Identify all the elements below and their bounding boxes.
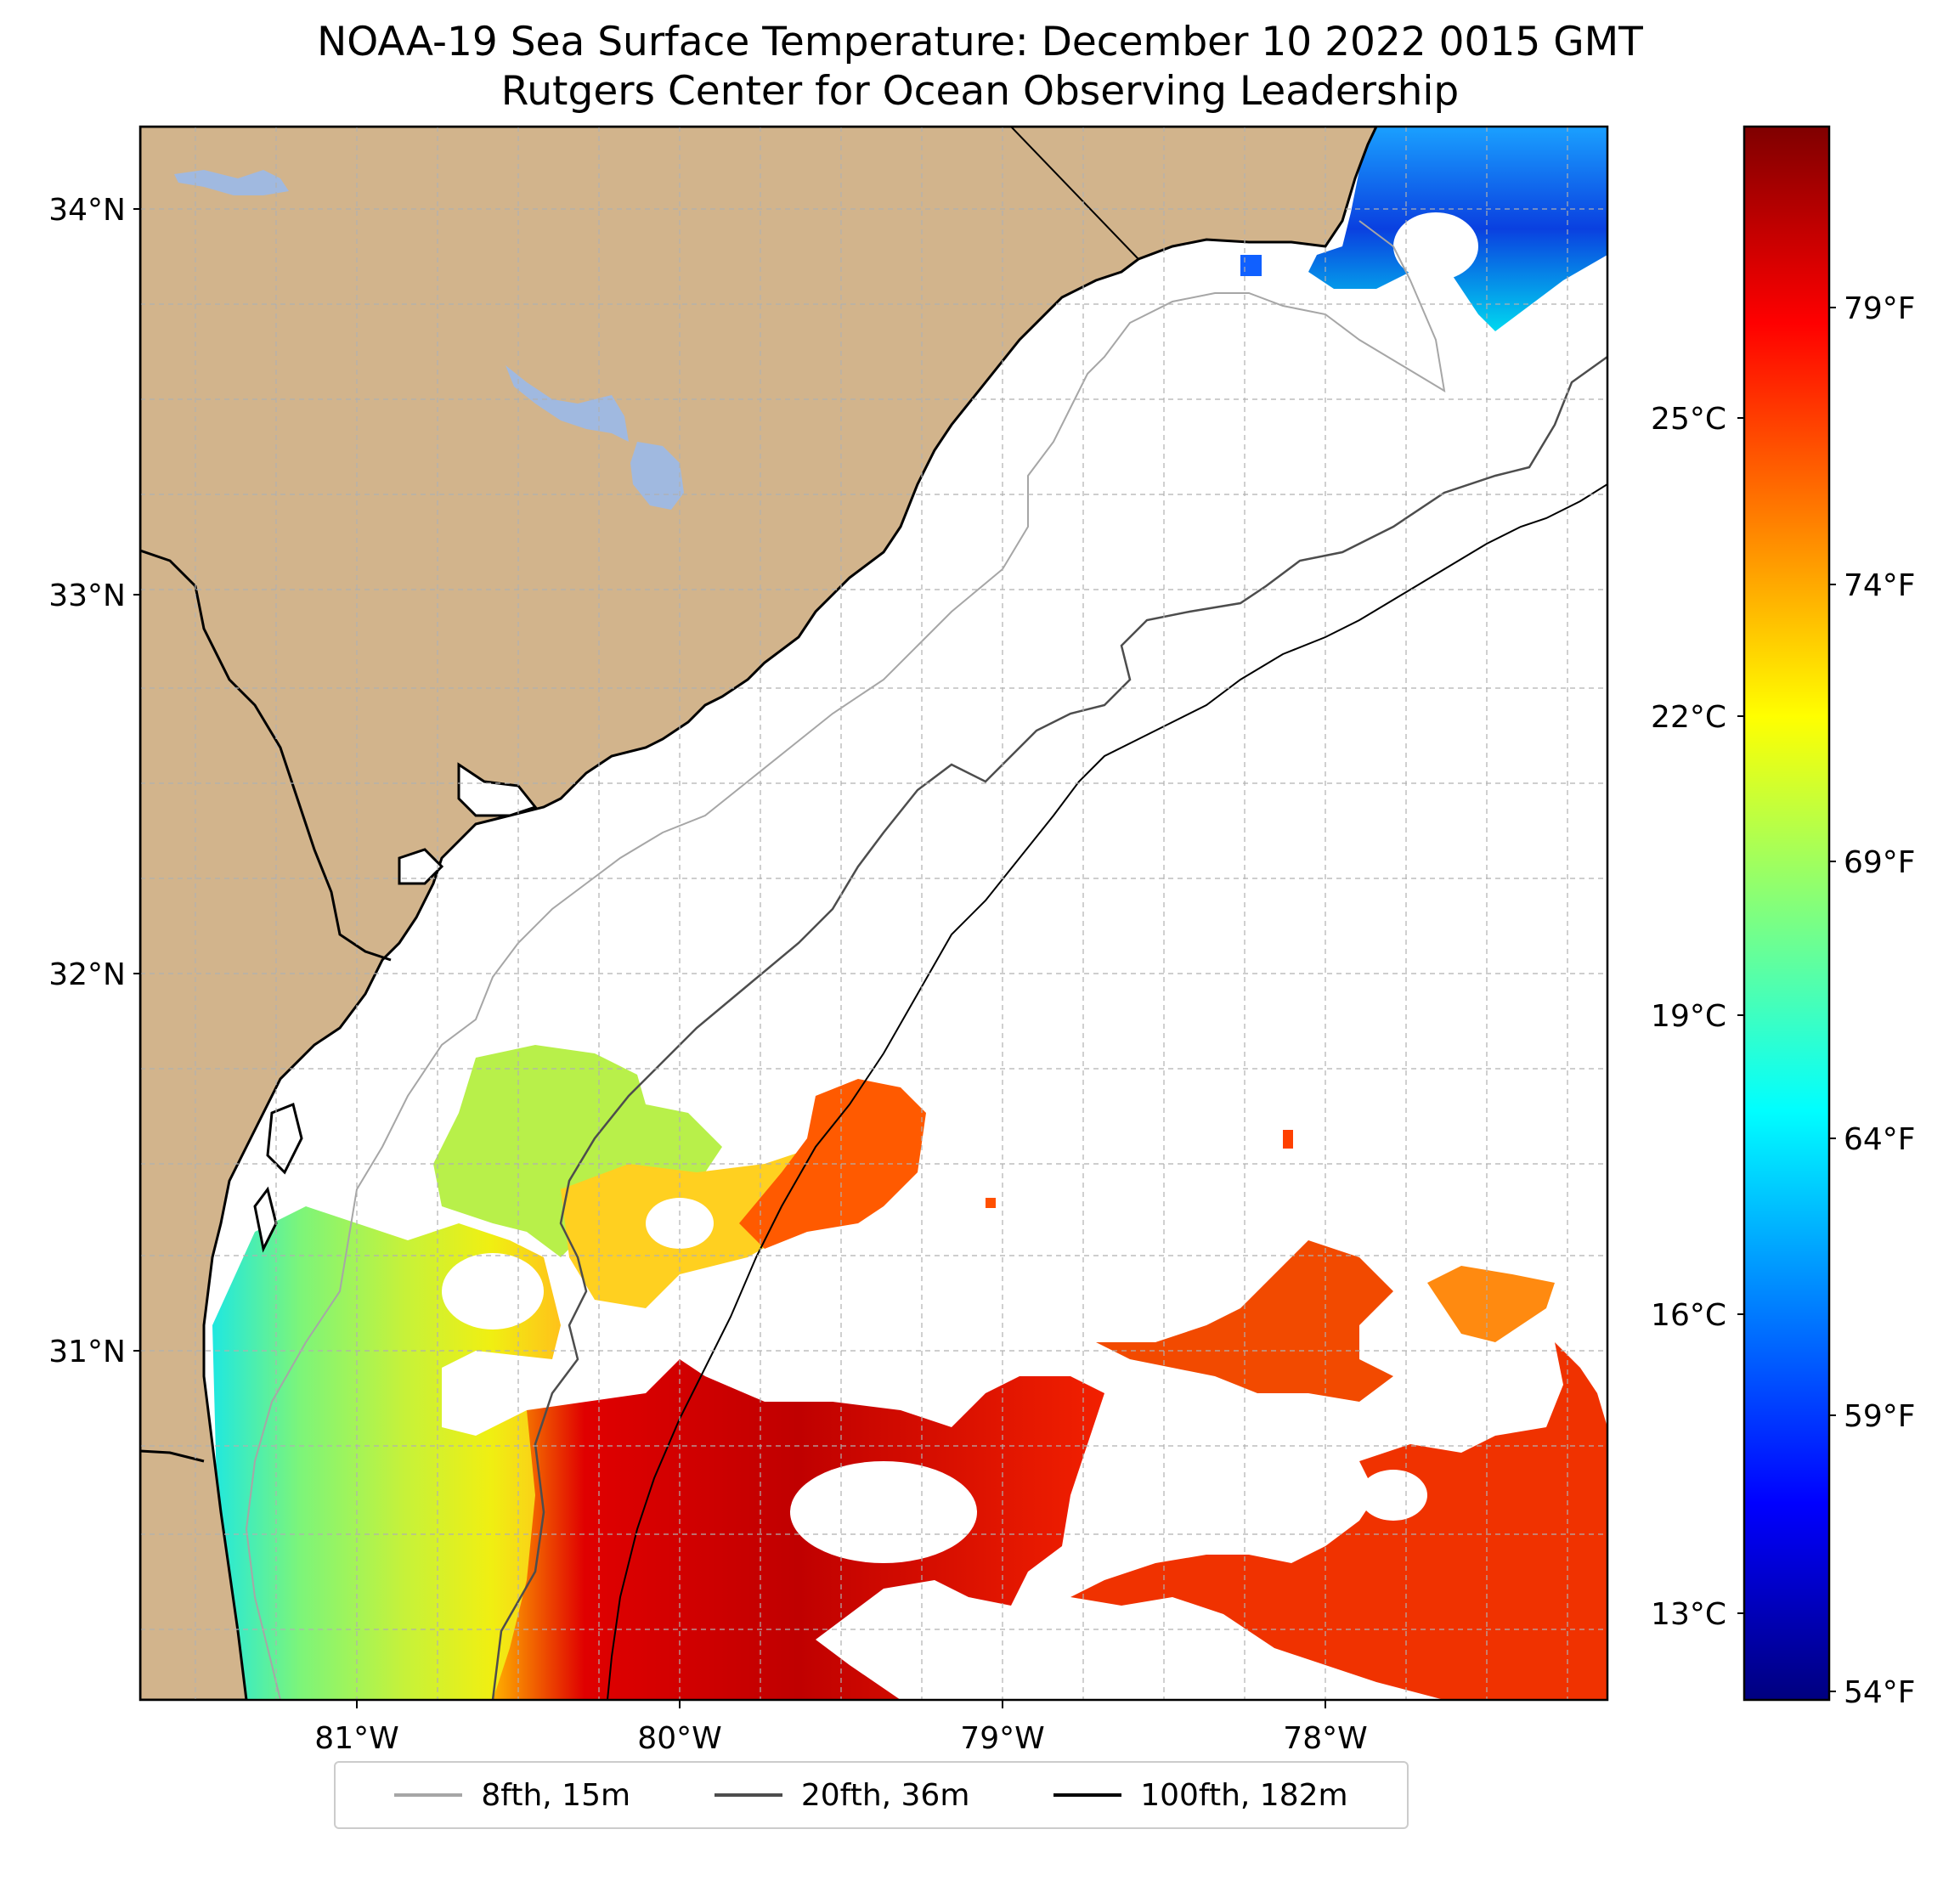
colorbar-gradient [1743, 125, 1831, 1702]
colorbar-celsius-label: 16°C [1651, 1298, 1726, 1333]
sst-patch-east-3 [1427, 1266, 1555, 1342]
isobath-36m [491, 355, 1607, 1700]
legend-label: 8fth, 15m [481, 1777, 631, 1813]
sst-gap [926, 1240, 1028, 1308]
legend-swatch [394, 1793, 463, 1797]
lat-axis: 34°N 33°N 32°N 31°N [48, 193, 140, 1369]
legend-item-15m: 8fth, 15m [394, 1778, 630, 1813]
gridlines [140, 127, 1607, 1700]
colorbar-celsius-label: 25°C [1651, 402, 1726, 437]
colorbar-fahrenheit-label: 74°F [1844, 568, 1916, 603]
plot-frame [138, 125, 1609, 1702]
sst-gap [1393, 212, 1478, 280]
colorbar-fahrenheit-label: 59°F [1844, 1399, 1916, 1434]
colorbar-celsius-label: 13°C [1651, 1597, 1726, 1632]
legend-swatch [714, 1793, 782, 1797]
lon-label: 81°W [314, 1721, 398, 1756]
lon-axis: 81°W 80°W 79°W 78°W [314, 1700, 1368, 1756]
sst-patch-midshelf [433, 1045, 722, 1257]
legend: 8fth, 15m 20fth, 36m 100fth, 182m [334, 1761, 1409, 1829]
sst-gap [790, 1461, 977, 1563]
sst-gap [1359, 1470, 1427, 1521]
lon-label: 78°W [1283, 1721, 1367, 1756]
colorbar-fahrenheit-label: 54°F [1844, 1675, 1916, 1710]
colorbar-celsius-label: 22°C [1651, 700, 1726, 735]
chart-subtitle: Rutgers Center for Ocean Observing Leade… [500, 68, 1460, 115]
state-border [1010, 127, 1139, 260]
sst-patch-east-2 [1070, 1342, 1607, 1700]
legend-item-36m: 20fth, 36m [714, 1777, 970, 1813]
lat-label: 31°N [48, 1335, 126, 1369]
sst-gap [442, 1253, 544, 1330]
legend-label: 20fth, 36m [800, 1777, 970, 1813]
legend-item-182m: 100fth, 182m [1053, 1777, 1348, 1813]
lat-label: 33°N [48, 579, 126, 613]
lake [506, 365, 629, 442]
lat-label: 32°N [48, 957, 126, 992]
isobath-15m [245, 220, 1446, 1700]
sst-data [212, 127, 1607, 1700]
lon-label: 79°W [960, 1721, 1044, 1756]
colorbar-fahrenheit-label: 69°F [1844, 845, 1916, 880]
isobath-182m [607, 483, 1607, 1700]
chart-title: NOAA-19 Sea Surface Temperature: Decembe… [317, 19, 1643, 65]
state-border [140, 1449, 205, 1463]
legend-swatch [1053, 1793, 1122, 1797]
lake [630, 442, 684, 510]
lat-label: 34°N [48, 193, 126, 228]
sst-speck [986, 1198, 996, 1208]
sst-patch-cold-small [1240, 255, 1262, 276]
lakes [174, 170, 684, 510]
colorbar: 25°C 22°C 19°C 16°C 13°C 79°F 74°F 69°F … [1651, 125, 1916, 1710]
lake [174, 170, 289, 195]
legend-label: 100fth, 182m [1140, 1777, 1348, 1813]
sst-patch-east-1 [1096, 1240, 1393, 1402]
land [140, 127, 1378, 1700]
colorbar-fahrenheit-label: 79°F [1844, 291, 1916, 326]
lon-label: 80°W [637, 1721, 721, 1756]
colorbar-fahrenheit-label: 64°F [1844, 1122, 1916, 1157]
sst-patch-nearshore [212, 1206, 561, 1700]
sst-speck [1283, 1130, 1293, 1149]
colorbar-celsius-label: 19°C [1651, 999, 1726, 1034]
